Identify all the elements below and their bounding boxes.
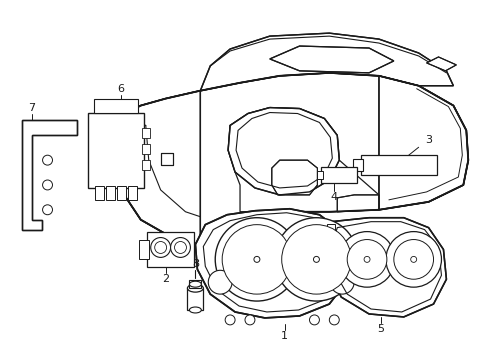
Circle shape xyxy=(253,256,259,262)
Text: 5: 5 xyxy=(377,324,384,334)
Circle shape xyxy=(42,155,52,165)
Ellipse shape xyxy=(189,307,201,313)
Polygon shape xyxy=(324,218,446,317)
Text: 3: 3 xyxy=(424,135,431,145)
Circle shape xyxy=(42,180,52,190)
Polygon shape xyxy=(228,108,378,212)
Circle shape xyxy=(346,239,386,279)
Bar xyxy=(88,113,143,188)
Circle shape xyxy=(339,231,394,287)
Bar xyxy=(139,239,148,260)
Bar xyxy=(94,99,138,113)
Polygon shape xyxy=(195,209,348,318)
Polygon shape xyxy=(116,73,468,244)
Circle shape xyxy=(174,242,186,253)
Ellipse shape xyxy=(187,284,203,292)
Text: 4: 4 xyxy=(330,192,337,202)
Bar xyxy=(352,159,362,171)
Circle shape xyxy=(150,238,170,257)
Bar xyxy=(146,231,194,267)
Circle shape xyxy=(154,242,166,253)
Polygon shape xyxy=(200,33,452,91)
Circle shape xyxy=(328,315,339,325)
Circle shape xyxy=(330,270,353,294)
Circle shape xyxy=(364,256,369,262)
Text: 8: 8 xyxy=(191,259,199,269)
Bar xyxy=(321,167,356,183)
Bar xyxy=(142,129,149,138)
Bar xyxy=(326,224,335,242)
Circle shape xyxy=(274,218,357,301)
Polygon shape xyxy=(271,160,317,195)
Polygon shape xyxy=(269,46,393,73)
Circle shape xyxy=(281,225,350,294)
Polygon shape xyxy=(116,91,200,244)
Circle shape xyxy=(313,256,319,262)
Text: 1: 1 xyxy=(281,331,287,341)
Circle shape xyxy=(309,315,319,325)
Ellipse shape xyxy=(189,281,201,287)
Polygon shape xyxy=(378,76,468,210)
Bar xyxy=(360,155,436,175)
Bar xyxy=(128,186,137,200)
Polygon shape xyxy=(228,108,339,195)
Bar xyxy=(142,160,149,170)
Circle shape xyxy=(170,238,190,257)
Bar xyxy=(187,288,203,310)
Polygon shape xyxy=(337,195,378,212)
Circle shape xyxy=(385,231,441,287)
Text: 2: 2 xyxy=(162,274,169,284)
Bar xyxy=(189,280,201,288)
Circle shape xyxy=(42,205,52,215)
Circle shape xyxy=(215,218,298,301)
Bar xyxy=(95,186,104,200)
Bar xyxy=(117,186,126,200)
Circle shape xyxy=(222,225,291,294)
Circle shape xyxy=(410,256,416,262)
Circle shape xyxy=(224,315,235,325)
Circle shape xyxy=(244,315,254,325)
Circle shape xyxy=(393,239,433,279)
Circle shape xyxy=(208,270,232,294)
Text: 6: 6 xyxy=(117,84,124,94)
Polygon shape xyxy=(21,121,77,230)
Polygon shape xyxy=(161,153,172,165)
Bar xyxy=(317,171,323,179)
Text: 7: 7 xyxy=(28,103,35,113)
Bar xyxy=(142,144,149,154)
Bar xyxy=(106,186,115,200)
Polygon shape xyxy=(426,57,455,71)
